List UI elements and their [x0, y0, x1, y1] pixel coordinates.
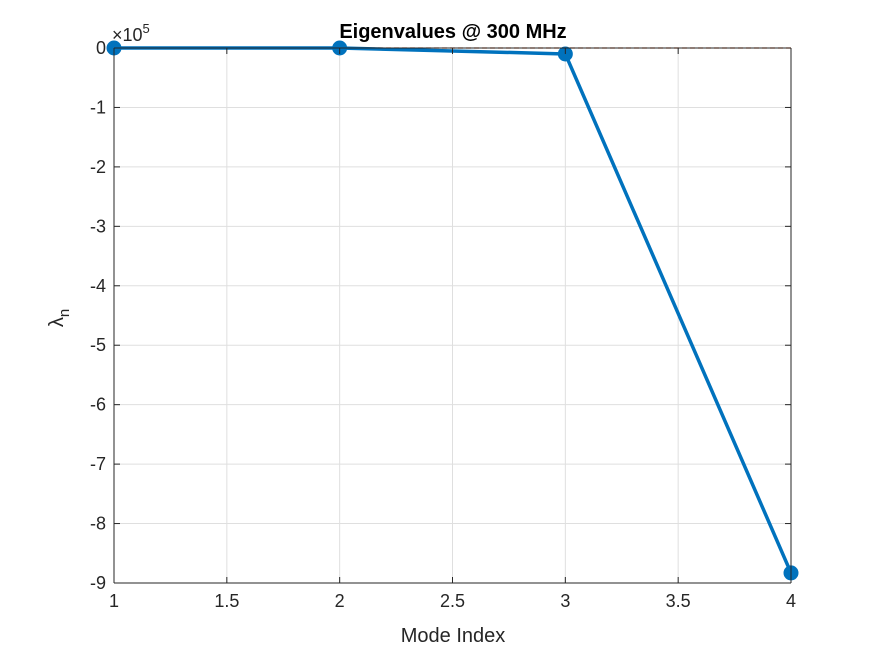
- chart-title: Eigenvalues @ 300 MHz: [339, 21, 566, 43]
- x-tick-label-3: 2.5: [440, 591, 465, 611]
- exponent-multiplier: ×10: [112, 25, 143, 45]
- y-tick-label-3: -3: [90, 216, 106, 236]
- y-tick-label-6: -6: [90, 395, 106, 415]
- y-axis-label: λn: [46, 309, 73, 327]
- tick-labels: 1 1.5 2 2.5 3 3.5 4 0 -1 -2 -3 -4 -5 -6 -7 -8 -9: [90, 38, 796, 611]
- y-tick-label-5: -5: [90, 335, 106, 355]
- y-tick-label-0: 0: [96, 38, 106, 58]
- svg-text:λn: λn: [46, 309, 73, 327]
- y-tick-label-1: -1: [90, 97, 106, 117]
- grid: [113, 47, 792, 584]
- y-tick-label-9: -9: [90, 573, 106, 593]
- y-axis-label-symbol: λ: [46, 317, 68, 327]
- svg-text:×105: ×105: [112, 21, 150, 45]
- y-axis-label-subscript: n: [56, 309, 73, 317]
- exponent-power: 5: [143, 21, 150, 36]
- x-axis-label: Mode Index: [401, 625, 506, 647]
- x-tick-label-4: 3: [560, 591, 570, 611]
- x-tick-label-2: 2: [335, 591, 345, 611]
- y-tick-label-8: -8: [90, 514, 106, 534]
- y-tick-label-2: -2: [90, 157, 106, 177]
- x-tick-label-5: 3.5: [666, 591, 691, 611]
- y-tick-label-4: -4: [90, 276, 106, 296]
- exponent-label: ×105: [112, 21, 150, 45]
- x-tick-label-1: 1.5: [214, 591, 239, 611]
- x-tick-label-0: 1: [109, 591, 119, 611]
- x-tick-label-6: 4: [786, 591, 796, 611]
- y-tick-label-7: -7: [90, 454, 106, 474]
- axes: [113, 47, 792, 584]
